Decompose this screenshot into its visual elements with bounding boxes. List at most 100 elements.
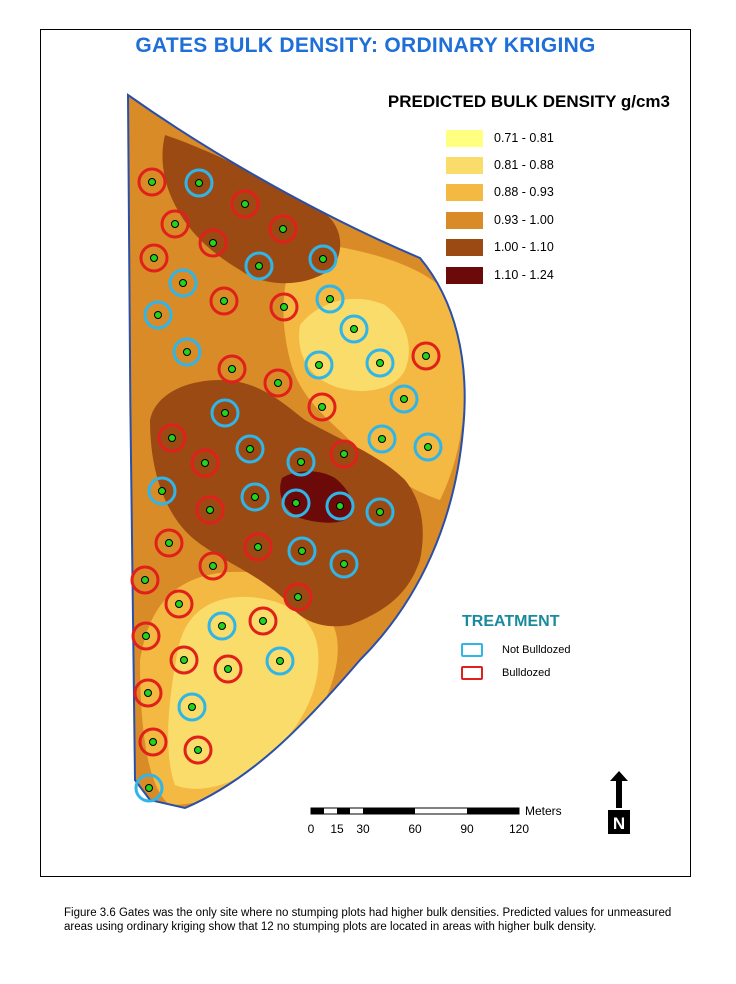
plot-center-dot: [340, 450, 348, 458]
bulldozed-plot-ring: [133, 678, 163, 708]
bulldozed-plot-ring: [243, 532, 273, 562]
not-bulldozed-plot-ring: [177, 692, 207, 722]
plot-center-dot: [254, 543, 262, 551]
figure-caption: Figure 3.6 Gates was the only site where…: [64, 906, 704, 934]
plot-center-dot: [142, 632, 150, 640]
not-bulldozed-plot-ring: [286, 447, 316, 477]
treatment-label: Not Bulldozed: [502, 644, 571, 656]
bulldozed-plot-ring: [195, 495, 225, 525]
north-arrow-box: [608, 810, 630, 834]
plot-center-dot: [194, 746, 202, 754]
plot-center-dot: [148, 178, 156, 186]
legend-label: 0.88 - 0.93: [494, 185, 554, 199]
bulldozed-plot-ring: [190, 448, 220, 478]
map-title: GATES BULK DENSITY: ORDINARY KRIGING: [135, 34, 596, 57]
legend-label: 0.93 - 1.00: [494, 213, 554, 227]
plot-center-dot: [165, 539, 173, 547]
bulldozed-plot-ring: [230, 189, 260, 219]
legend-swatch: [446, 212, 483, 229]
plot-markers: [130, 167, 443, 803]
plot-center-dot: [145, 784, 153, 792]
zone-081-088-east: [299, 298, 409, 391]
plot-center-dot: [241, 200, 249, 208]
plot-center-dot: [195, 179, 203, 187]
bulldozed-plot-ring: [198, 228, 228, 258]
legend-label: 0.71 - 0.81: [494, 131, 554, 145]
plot-center-dot: [171, 220, 179, 228]
bulldozed-plot-ring: [137, 167, 167, 197]
north-arrow-label: N: [613, 814, 625, 833]
plot-center-dot: [274, 379, 282, 387]
plot-center-dot: [183, 348, 191, 356]
plot-center-dot: [168, 434, 176, 442]
plot-center-dot: [144, 689, 152, 697]
plot-center-dot: [158, 487, 166, 495]
plot-center-dot: [251, 493, 259, 501]
plot-center-dot: [350, 325, 358, 333]
legend-label: 1.00 - 1.10: [494, 240, 554, 254]
plot-center-dot: [209, 239, 217, 247]
plot-center-dot: [280, 303, 288, 311]
plot-center-dot: [319, 255, 327, 263]
legend-label: 0.81 - 0.88: [494, 158, 554, 172]
bulldozed-plot-ring: [213, 654, 243, 684]
scale-tick-label: 30: [356, 822, 370, 836]
bulldozed-plot-ring: [169, 645, 199, 675]
plot-center-dot: [149, 738, 157, 746]
north-arrow: N: [608, 771, 630, 834]
plot-center-dot: [246, 445, 254, 453]
plot-center-dot: [279, 225, 287, 233]
plot-center-dot: [141, 576, 149, 584]
bulldozed-plot-ring: [131, 621, 161, 651]
not-bulldozed-plot-ring: [184, 168, 214, 198]
not-bulldozed-plot-ring: [244, 251, 274, 281]
plot-center-dot: [298, 547, 306, 555]
scale-bar: Meters 0 15 30 60 90 120: [308, 804, 562, 836]
not-bulldozed-plot-ring: [143, 300, 173, 330]
plot-center-dot: [297, 458, 305, 466]
not-bulldozed-plot-ring: [147, 476, 177, 506]
not-bulldozed-plot-ring: [367, 424, 397, 454]
bulldozed-plot-ring: [263, 368, 293, 398]
not-bulldozed-plot-ring: [240, 482, 270, 512]
plot-center-dot: [400, 395, 408, 403]
scale-tick-label: 15: [330, 822, 344, 836]
plot-center-dot: [378, 435, 386, 443]
plot-center-dot: [376, 508, 384, 516]
plot-center-dot: [206, 506, 214, 514]
bulldozed-plot-ring: [160, 209, 190, 239]
bulldozed-plot-ring: [209, 286, 239, 316]
not-bulldozed-plot-ring: [389, 384, 419, 414]
legend-swatch: [446, 184, 483, 201]
plot-center-dot: [255, 262, 263, 270]
bulldozed-plot-ring: [248, 606, 278, 636]
scale-bar-unit: Meters: [525, 804, 562, 818]
legend-title: PREDICTED BULK DENSITY g/cm3: [387, 92, 670, 111]
plot-center-dot: [259, 617, 267, 625]
scale-tick-label: 90: [460, 822, 474, 836]
plot-center-dot: [424, 443, 432, 451]
bulldozed-plot-ring: [283, 582, 313, 612]
bulldozed-plot-ring: [411, 341, 441, 371]
plot-center-dot: [228, 365, 236, 373]
plot-center-dot: [315, 361, 323, 369]
not-bulldozed-plot-ring: [210, 398, 240, 428]
plot-center-dot: [220, 297, 228, 305]
legend-swatch: [446, 267, 483, 284]
scale-tick-label: 0: [308, 822, 315, 836]
plot-center-dot: [318, 403, 326, 411]
bulldozed-plot-ring: [138, 727, 168, 757]
plot-center-dot: [221, 409, 229, 417]
not-bulldozed-plot-ring: [325, 491, 355, 521]
bulldozed-plot-ring: [157, 423, 187, 453]
not-bulldozed-plot-ring: [168, 268, 198, 298]
plot-center-dot: [422, 352, 430, 360]
plot-center-dot: [326, 295, 334, 303]
plot-center-dot: [340, 560, 348, 568]
plot-center-dot: [376, 359, 384, 367]
plot-center-dot: [209, 562, 217, 570]
scale-tick-label: 120: [509, 822, 529, 836]
scale-bar-segment: [363, 808, 415, 814]
scale-bar-segment: [467, 808, 519, 814]
